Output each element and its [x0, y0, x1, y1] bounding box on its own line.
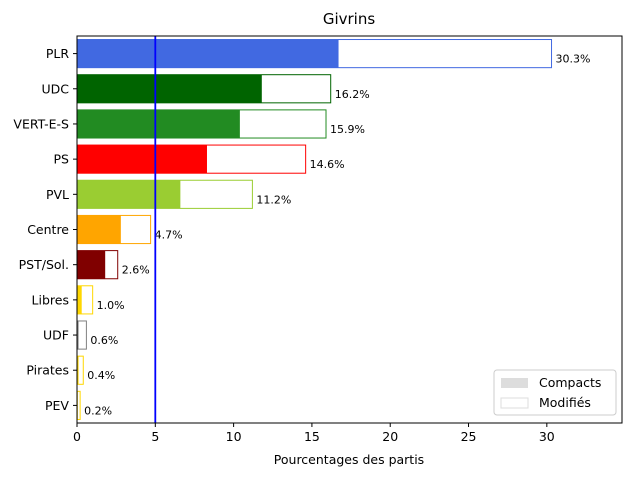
data-label-4: 11.2% — [256, 193, 291, 206]
y-tick-label-4: PVL — [46, 187, 69, 202]
bar-compacts-0 — [77, 39, 339, 68]
legend-swatch-0 — [501, 378, 528, 388]
legend-label-0: Compacts — [539, 375, 601, 390]
x-axis-label: Pourcentages des partis — [274, 452, 424, 467]
y-tick-label-9: Pirates — [26, 363, 69, 378]
data-label-3: 14.6% — [310, 158, 345, 171]
data-label-5: 4.7% — [155, 229, 183, 242]
bars-group: 30.3% 16.2% 15.9% 14.6% 11.2% 4.7% 2.6% 1.0% 0.6… — [76, 39, 591, 420]
y-tick-label-5: Centre — [27, 222, 69, 237]
x-tick-label-1: 5 — [151, 429, 159, 444]
bar-compacts-2 — [77, 109, 240, 139]
y-tick-label-10: PEV — [45, 398, 69, 413]
y-tick-labels: PLR UDC VERT-E-S PS PVL Centre PST/Sol. Libres U… — [13, 46, 77, 413]
x-tick-label-4: 20 — [382, 429, 398, 444]
data-label-1: 16.2% — [335, 88, 370, 101]
x-ticks: 0 5 10 15 20 25 30 — [73, 423, 555, 444]
bar-compacts-4 — [77, 180, 181, 209]
data-label-8: 0.6% — [90, 334, 118, 347]
bar-compacts-8 — [77, 320, 79, 350]
y-tick-label-6: PST/Sol. — [19, 257, 69, 272]
legend-label-1: Modifiés — [539, 395, 591, 410]
x-tick-label-0: 0 — [73, 429, 81, 444]
bar-compacts-6 — [77, 250, 106, 279]
y-tick-label-0: PLR — [46, 46, 70, 61]
data-label-6: 2.6% — [122, 264, 150, 277]
y-tick-label-8: UDF — [43, 328, 69, 343]
bar-compacts-3 — [77, 145, 207, 174]
data-label-7: 1.0% — [97, 299, 125, 312]
plot-frame — [76, 35, 623, 424]
data-label-0: 30.3% — [556, 53, 591, 66]
data-label-9: 0.4% — [87, 369, 115, 382]
bar-compacts-5 — [77, 215, 121, 244]
y-tick-label-2: VERT-E-S — [13, 116, 69, 131]
x-tick-label-5: 25 — [461, 429, 477, 444]
y-tick-label-1: UDC — [41, 81, 69, 96]
y-tick-label-3: PS — [54, 152, 70, 167]
data-label-2: 15.9% — [330, 123, 365, 136]
bar-compacts-1 — [77, 74, 262, 103]
legend-swatch-1 — [500, 397, 529, 409]
x-tick-label-3: 15 — [304, 429, 320, 444]
bar-compacts-9 — [77, 356, 79, 385]
legend: Compacts Modifiés — [493, 369, 617, 416]
data-label-10: 0.2% — [84, 404, 112, 417]
chart-title: Givrins — [323, 10, 376, 28]
y-tick-label-7: Libres — [32, 292, 69, 307]
x-tick-label-6: 30 — [539, 429, 555, 444]
bar-compacts-7 — [77, 285, 82, 314]
x-tick-label-2: 10 — [226, 429, 242, 444]
